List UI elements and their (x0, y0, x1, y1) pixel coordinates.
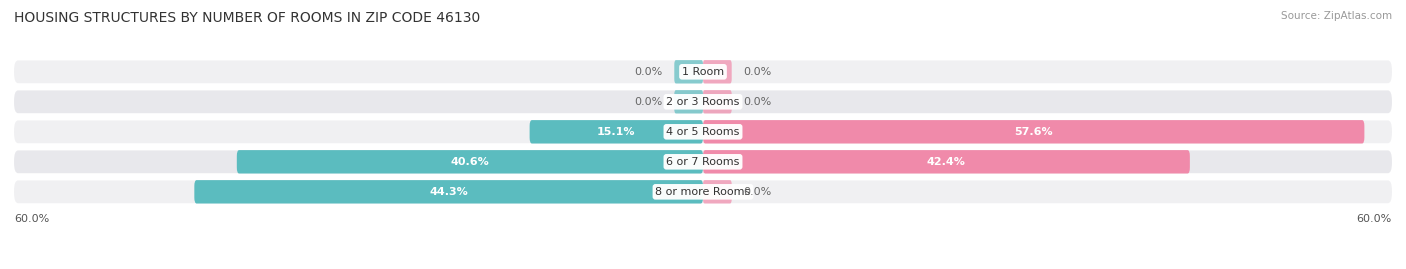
FancyBboxPatch shape (194, 180, 703, 204)
Text: Source: ZipAtlas.com: Source: ZipAtlas.com (1281, 11, 1392, 21)
Text: 60.0%: 60.0% (14, 214, 49, 224)
FancyBboxPatch shape (703, 120, 1364, 144)
Text: 0.0%: 0.0% (744, 67, 772, 77)
Text: 15.1%: 15.1% (598, 127, 636, 137)
FancyBboxPatch shape (675, 90, 703, 114)
FancyBboxPatch shape (14, 61, 1392, 83)
FancyBboxPatch shape (703, 90, 731, 114)
FancyBboxPatch shape (675, 60, 703, 83)
FancyBboxPatch shape (14, 180, 1392, 203)
FancyBboxPatch shape (703, 180, 731, 204)
Text: 0.0%: 0.0% (744, 97, 772, 107)
Legend: Owner-occupied, Renter-occupied: Owner-occupied, Renter-occupied (581, 266, 825, 269)
Text: 0.0%: 0.0% (744, 187, 772, 197)
Text: 6 or 7 Rooms: 6 or 7 Rooms (666, 157, 740, 167)
Text: 2 or 3 Rooms: 2 or 3 Rooms (666, 97, 740, 107)
Text: 0.0%: 0.0% (634, 97, 662, 107)
Text: 1 Room: 1 Room (682, 67, 724, 77)
Text: 60.0%: 60.0% (1357, 214, 1392, 224)
FancyBboxPatch shape (14, 121, 1392, 143)
Text: 8 or more Rooms: 8 or more Rooms (655, 187, 751, 197)
FancyBboxPatch shape (14, 150, 1392, 173)
FancyBboxPatch shape (703, 60, 731, 83)
Text: 40.6%: 40.6% (450, 157, 489, 167)
FancyBboxPatch shape (703, 150, 1189, 174)
FancyBboxPatch shape (14, 90, 1392, 113)
Text: 42.4%: 42.4% (927, 157, 966, 167)
FancyBboxPatch shape (530, 120, 703, 144)
Text: 4 or 5 Rooms: 4 or 5 Rooms (666, 127, 740, 137)
FancyBboxPatch shape (236, 150, 703, 174)
Text: 44.3%: 44.3% (429, 187, 468, 197)
Text: 0.0%: 0.0% (634, 67, 662, 77)
Text: 57.6%: 57.6% (1014, 127, 1053, 137)
Text: HOUSING STRUCTURES BY NUMBER OF ROOMS IN ZIP CODE 46130: HOUSING STRUCTURES BY NUMBER OF ROOMS IN… (14, 11, 481, 25)
